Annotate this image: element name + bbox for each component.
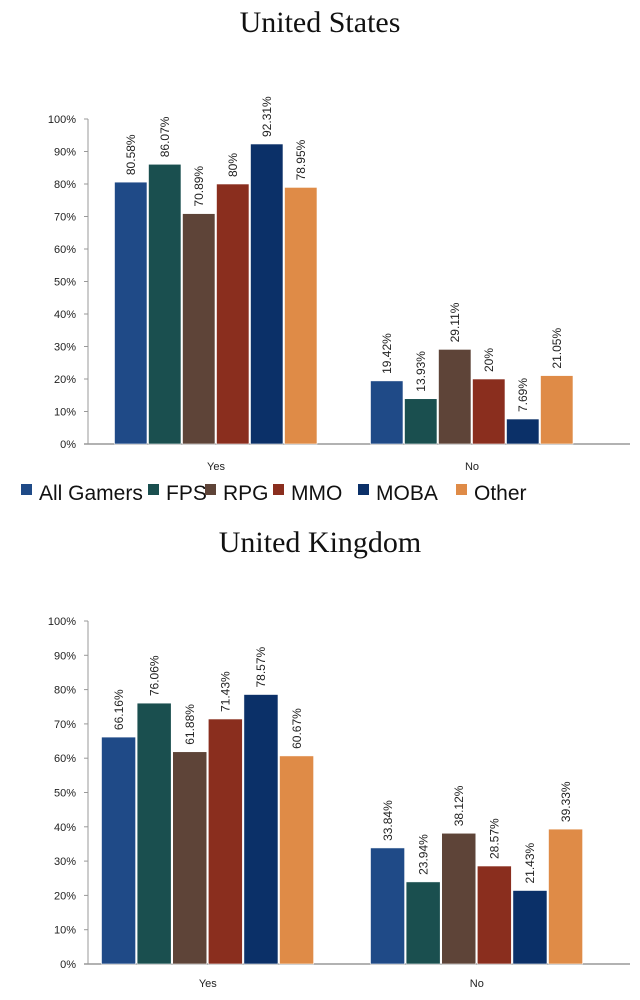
legend-label: FPS xyxy=(166,482,207,505)
y-tick-label: 20% xyxy=(54,890,76,902)
bar-moba-yes xyxy=(250,143,284,445)
y-tick-label: 40% xyxy=(54,822,76,834)
bar-rpg-yes xyxy=(182,213,216,445)
legend-label: All Gamers xyxy=(39,482,143,505)
y-tick-label: 90% xyxy=(54,147,76,159)
bar-moba-no xyxy=(506,418,540,445)
bar-other-yes xyxy=(284,187,318,445)
data-label: 92.31% xyxy=(260,96,274,137)
data-label: 71.43% xyxy=(219,671,233,712)
category-label-no: No xyxy=(465,461,479,473)
y-tick-label: 80% xyxy=(54,685,76,697)
bar-rpg-no xyxy=(438,349,472,445)
data-label: 13.93% xyxy=(414,351,428,392)
legend-swatch xyxy=(273,484,284,495)
data-label: 80.58% xyxy=(124,134,138,175)
bar-mmo-yes xyxy=(208,718,243,965)
bar-other-no xyxy=(548,828,583,965)
y-tick-label: 0% xyxy=(60,439,76,451)
legend-item: Other xyxy=(456,482,527,505)
legend-item: MOBA xyxy=(358,482,438,505)
bar-mmo-yes xyxy=(216,183,250,445)
chart-title: United States xyxy=(240,6,401,39)
y-tick-label: 40% xyxy=(54,309,76,321)
data-label: 28.57% xyxy=(488,818,502,859)
y-tick-label: 70% xyxy=(54,719,76,731)
legend-swatch xyxy=(358,484,369,495)
data-label: 78.95% xyxy=(294,139,308,180)
chart-title: United Kingdom xyxy=(219,526,422,559)
y-tick-label: 30% xyxy=(54,856,76,868)
category-label-no: No xyxy=(470,978,484,990)
legend: All Gamers FPS RPG MMO MOBA Other xyxy=(21,482,527,505)
bar-fps-yes xyxy=(148,163,182,445)
category-label-yes: Yes xyxy=(199,978,217,990)
bar-fps-no xyxy=(405,881,441,965)
bar-all-gamers-yes xyxy=(114,181,148,445)
data-label: 86.07% xyxy=(158,116,172,157)
legend-item: All Gamers xyxy=(21,482,143,505)
chart-1: United Kingdom 0% 10% 20% 30% 40% 50% 60% 70% 80%… xyxy=(48,526,630,990)
data-label: 60.67% xyxy=(290,708,304,749)
bar-other-yes xyxy=(279,755,314,965)
legend-swatch xyxy=(205,484,216,495)
legend-label: MOBA xyxy=(376,482,438,505)
legend-swatch xyxy=(21,484,32,495)
legend-item: MMO xyxy=(273,482,342,505)
bar-rpg-yes xyxy=(172,751,208,965)
y-tick-label: 10% xyxy=(54,407,76,419)
bar-moba-yes xyxy=(243,694,279,965)
legend-swatch xyxy=(148,484,159,495)
bar-mmo-no xyxy=(476,865,512,965)
y-tick-label: 60% xyxy=(54,244,76,256)
data-label: 21.05% xyxy=(550,328,564,369)
chart-0: United States 0% 10% 20% 30% 40% 50% 60% 70% 80% 9… xyxy=(21,6,630,505)
legend-item: FPS xyxy=(148,482,207,505)
y-tick-label: 10% xyxy=(54,925,76,937)
legend-label: MMO xyxy=(291,482,342,505)
data-label: 80% xyxy=(226,153,240,177)
y-tick-label: 70% xyxy=(54,212,76,224)
y-tick-label: 30% xyxy=(54,342,76,354)
bar-all-gamers-no xyxy=(370,380,404,445)
bar-all-gamers-no xyxy=(370,847,405,965)
bar-fps-no xyxy=(404,398,438,445)
y-tick-label: 100% xyxy=(48,616,76,628)
legend-swatch xyxy=(456,484,467,495)
y-tick-label: 0% xyxy=(60,959,76,971)
data-label: 21.43% xyxy=(523,842,537,883)
y-tick-label: 80% xyxy=(54,179,76,191)
data-label: 20% xyxy=(482,348,496,372)
y-tick-label: 90% xyxy=(54,650,76,662)
bar-moba-no xyxy=(512,890,548,965)
data-label: 61.88% xyxy=(183,704,197,745)
y-tick-label: 20% xyxy=(54,374,76,386)
data-label: 78.57% xyxy=(254,646,268,687)
legend-item: RPG xyxy=(205,482,269,505)
y-tick-label: 60% xyxy=(54,753,76,765)
bar-other-no xyxy=(540,375,574,445)
data-label: 33.84% xyxy=(381,800,395,841)
legend-label: Other xyxy=(474,482,527,505)
data-label: 39.33% xyxy=(559,781,573,822)
bar-fps-yes xyxy=(136,702,172,965)
y-tick-label: 50% xyxy=(54,277,76,289)
data-label: 19.42% xyxy=(380,333,394,374)
data-label: 38.12% xyxy=(452,785,466,826)
y-tick-label: 50% xyxy=(54,788,76,800)
data-label: 70.89% xyxy=(192,166,206,207)
data-label: 29.11% xyxy=(448,302,462,342)
data-label: 66.16% xyxy=(112,689,126,730)
data-label: 23.94% xyxy=(416,834,430,875)
category-label-yes: Yes xyxy=(207,461,225,473)
y-tick-label: 100% xyxy=(48,114,76,126)
data-label: 76.06% xyxy=(147,655,161,696)
bar-mmo-no xyxy=(472,378,506,445)
data-label: 7.69% xyxy=(516,378,530,412)
bar-rpg-no xyxy=(441,832,477,965)
legend-label: RPG xyxy=(223,482,269,505)
bar-all-gamers-yes xyxy=(101,736,136,965)
